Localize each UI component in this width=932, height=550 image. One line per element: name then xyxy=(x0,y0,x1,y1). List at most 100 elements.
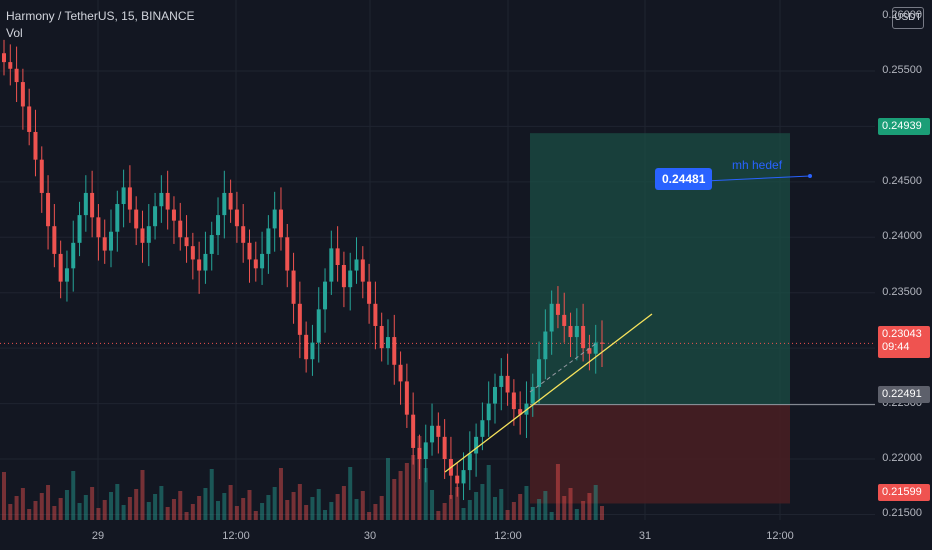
volume-bar xyxy=(127,497,132,520)
volume-bar xyxy=(58,498,63,520)
price-axis-tick: 0.21500 xyxy=(882,507,922,520)
candle-body xyxy=(2,53,6,63)
candle-body xyxy=(304,334,309,360)
volume-bar xyxy=(184,512,189,520)
symbol-title[interactable]: Harmony / TetherUS, 15, BINANCE xyxy=(6,9,195,23)
volume-bar xyxy=(77,503,82,520)
volume-bar xyxy=(379,496,384,520)
time-axis-tick: 31 xyxy=(638,530,652,542)
candle-body xyxy=(46,192,51,227)
volume-bar xyxy=(247,490,252,520)
volume-bar xyxy=(348,467,353,520)
volume-bar xyxy=(436,511,441,520)
candle-body xyxy=(272,209,277,229)
volume-bar xyxy=(574,509,579,520)
volume-bar xyxy=(385,458,390,520)
volume-bar xyxy=(121,505,126,520)
volume-bar xyxy=(398,471,403,520)
candle-body xyxy=(228,192,233,210)
candle-body xyxy=(587,348,592,354)
candle-body xyxy=(367,281,372,304)
candle-body xyxy=(8,62,13,69)
candle-body xyxy=(467,453,472,471)
volume-bar xyxy=(474,492,479,520)
volume-bar xyxy=(27,509,32,520)
volume-bar xyxy=(8,504,13,520)
volume-bar xyxy=(555,464,560,520)
trend-line xyxy=(444,313,653,473)
candle-body xyxy=(486,403,491,421)
volume-bar xyxy=(581,501,586,520)
volume-bar xyxy=(134,489,139,520)
price-axis-tick: 0.24000 xyxy=(882,230,922,243)
candle-body xyxy=(140,228,145,243)
candle-body xyxy=(562,314,567,326)
candle-body xyxy=(310,342,315,360)
volume-bar xyxy=(266,495,271,520)
candle-body xyxy=(581,325,586,349)
price-axis-tick: 0.26000 xyxy=(882,8,922,21)
volume-bar xyxy=(593,485,598,520)
candle-body xyxy=(115,204,120,232)
candle-body xyxy=(52,226,57,254)
candle-body xyxy=(178,220,183,238)
price-axis-tick: 0.23500 xyxy=(882,285,922,298)
candle-body xyxy=(184,237,189,247)
volume-bar xyxy=(455,487,460,520)
volume-bar xyxy=(524,486,529,520)
candle-body xyxy=(14,68,19,83)
volume-bar xyxy=(480,484,485,520)
candle-body xyxy=(260,253,265,269)
current-price-tag: 0.23043 09:44 xyxy=(878,326,930,358)
candle-body xyxy=(20,82,25,107)
volume-bar xyxy=(518,494,523,520)
volume-bar xyxy=(190,504,195,520)
current-price-value: 0.23043 xyxy=(882,328,922,340)
volume-bar xyxy=(600,506,604,520)
candle-body xyxy=(492,386,497,404)
candle-body xyxy=(404,381,409,415)
volume-bar xyxy=(392,479,397,520)
volume-bar xyxy=(568,488,573,520)
volume-bar xyxy=(33,501,38,520)
candle-body xyxy=(127,187,132,210)
volume-bar xyxy=(404,463,409,520)
annotation-value-box[interactable]: 0.24481 xyxy=(655,168,713,190)
candle-body xyxy=(499,375,504,387)
volume-bar xyxy=(285,500,290,520)
volume-bar xyxy=(417,436,422,520)
currency-badge[interactable]: USDT xyxy=(892,7,924,29)
volume-bar xyxy=(90,487,95,520)
volume-bar xyxy=(562,496,567,520)
candle-body xyxy=(417,447,422,460)
candle-body xyxy=(511,392,516,410)
candle-body xyxy=(354,259,359,271)
candle-body xyxy=(234,209,239,227)
volume-bar xyxy=(323,510,328,520)
candle-body xyxy=(134,209,139,229)
volume-bar xyxy=(297,484,302,520)
volume-bar xyxy=(83,495,88,520)
volume-bar xyxy=(316,489,321,520)
candle-body xyxy=(392,337,397,365)
volume-bar xyxy=(222,493,227,520)
candle-body xyxy=(543,331,548,360)
volume-bar xyxy=(272,487,277,520)
volume-bar xyxy=(228,485,233,520)
candle-body xyxy=(77,215,82,243)
volume-bar xyxy=(511,502,516,520)
volume-bar xyxy=(291,492,296,520)
volume-bar xyxy=(140,470,145,520)
candle-body xyxy=(90,192,95,218)
annotation-point xyxy=(808,174,812,178)
annotation-text[interactable]: mh hedef xyxy=(732,158,783,172)
volume-bar xyxy=(360,491,365,520)
volume-bar xyxy=(467,500,472,520)
volume-label[interactable]: Vol xyxy=(6,26,23,40)
candle-body xyxy=(568,325,573,338)
candle-body xyxy=(423,442,428,460)
volume-bar xyxy=(411,455,416,520)
candle-body xyxy=(203,253,208,271)
